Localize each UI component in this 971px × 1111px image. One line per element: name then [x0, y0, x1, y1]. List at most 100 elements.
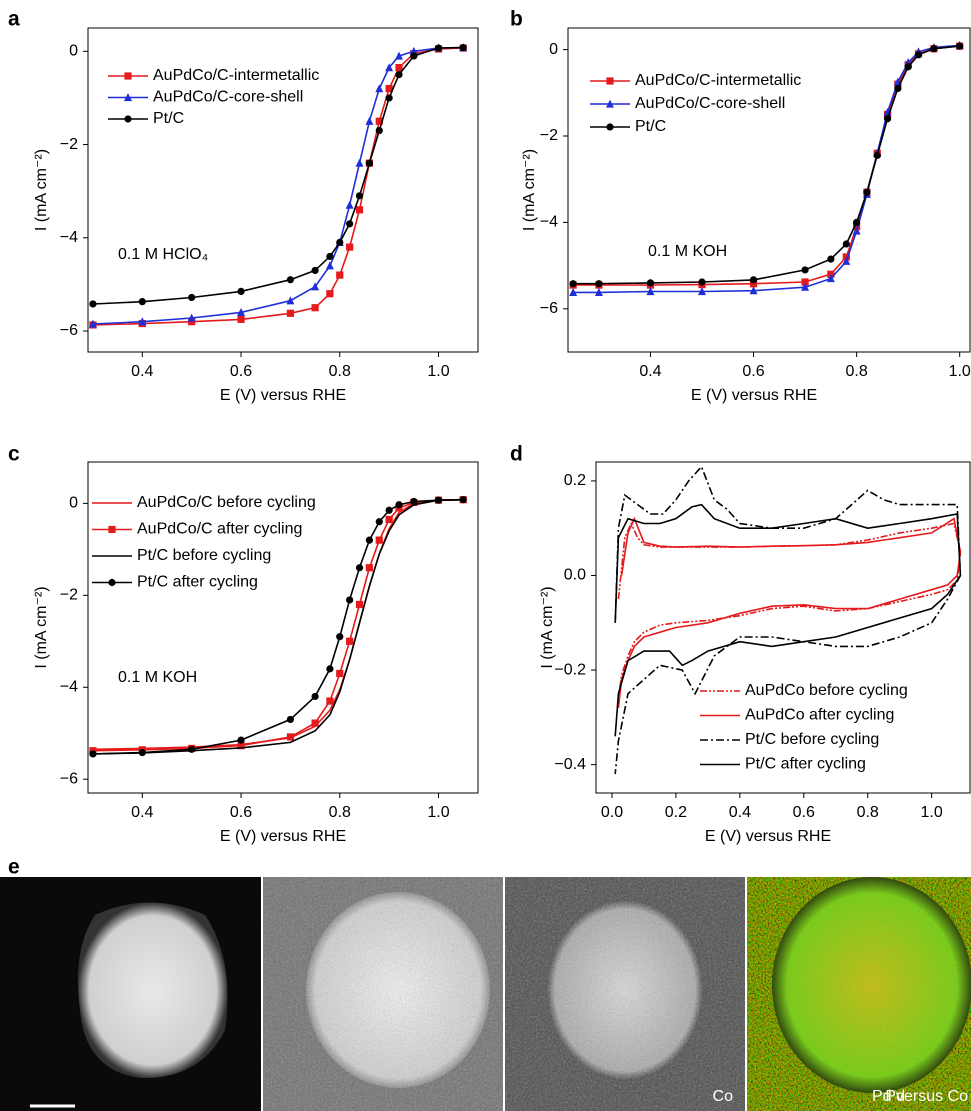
- marker: [395, 51, 404, 60]
- annotation: 0.1 M KOH: [648, 243, 727, 260]
- x-axis-label: E (V) versus RHE: [705, 828, 831, 845]
- panel-letter: e: [8, 856, 20, 879]
- series-line: [92, 46, 464, 305]
- x-axis-label: E (V) versus RHE: [220, 828, 346, 845]
- marker: [904, 63, 912, 71]
- annotation: 0.1 M HClO₄: [118, 246, 208, 263]
- y-tick-label: −0.4: [554, 756, 586, 773]
- y-tick-label: 0: [549, 41, 558, 58]
- marker: [237, 315, 245, 323]
- x-tick-label: 0.2: [665, 804, 687, 821]
- legend-marker: [124, 93, 132, 102]
- marker: [365, 116, 374, 125]
- plot-area: [89, 496, 467, 758]
- annotation: 0.1 M KOH: [118, 669, 197, 686]
- x-tick-label: 0.4: [131, 363, 153, 380]
- x-tick-label: 0.0: [601, 804, 623, 821]
- y-axis-label: I (mA cm⁻²): [33, 586, 50, 668]
- marker: [326, 665, 334, 673]
- marker: [956, 42, 964, 50]
- marker: [385, 94, 393, 102]
- particle: [772, 877, 971, 1093]
- x-tick-label: 0.6: [230, 804, 252, 821]
- marker: [326, 252, 334, 261]
- y-tick-label: 0.0: [564, 567, 586, 584]
- legend-label: AuPdCo after cycling: [745, 707, 894, 724]
- x-tick-label: 0.4: [131, 804, 153, 821]
- marker: [375, 536, 383, 544]
- marker: [326, 290, 334, 298]
- x-axis-label: E (V) versus RHE: [220, 387, 346, 404]
- x-tick-label: 0.8: [329, 804, 351, 821]
- legend-label: Pt/C before cycling: [137, 547, 271, 564]
- marker: [594, 287, 603, 296]
- panel-letter: a: [8, 8, 20, 31]
- legend-marker: [124, 72, 132, 80]
- marker: [355, 192, 364, 200]
- x-tick-label: 0.8: [329, 363, 351, 380]
- legend-label: AuPdCo/C-core-shell: [153, 89, 303, 106]
- y-tick-label: 0.2: [564, 472, 586, 489]
- x-tick-label: 1.0: [921, 804, 943, 821]
- axes-frame: [87, 27, 479, 353]
- legend-marker: [124, 115, 132, 123]
- marker: [749, 280, 758, 288]
- y-tick-label: −2: [60, 136, 78, 153]
- plot-area: [88, 43, 468, 329]
- marker: [365, 159, 373, 167]
- marker: [395, 71, 403, 79]
- marker: [842, 240, 850, 248]
- marker: [410, 497, 418, 506]
- marker: [395, 64, 403, 72]
- x-tick-label: 1.0: [427, 804, 449, 821]
- y-tick-label: −4: [60, 229, 78, 246]
- marker: [138, 298, 146, 306]
- marker: [409, 46, 418, 55]
- x-tick-label: 0.8: [857, 804, 879, 821]
- axes-frame: [595, 461, 971, 794]
- marker: [336, 238, 344, 247]
- marker: [336, 271, 344, 279]
- marker: [346, 243, 354, 251]
- marker: [188, 318, 196, 326]
- marker: [326, 697, 334, 705]
- image-label: Pd versus Co: [872, 1088, 968, 1105]
- marker: [336, 669, 344, 678]
- marker: [188, 745, 196, 753]
- marker: [385, 515, 393, 524]
- marker: [569, 280, 577, 288]
- legend-label: Pt/C after cycling: [137, 574, 258, 591]
- y-tick-label: −6: [60, 770, 78, 787]
- marker: [852, 226, 861, 235]
- marker: [569, 287, 578, 296]
- marker: [237, 287, 245, 295]
- marker: [237, 742, 245, 750]
- chart: d 0.0 0.2 0.4 0.6 0.8 1.0 0.2 0.0 −0.2 −0.4 E (V) v…: [510, 443, 971, 845]
- marker: [286, 733, 295, 741]
- panel-letter: c: [8, 443, 20, 466]
- image-label: Pd: [885, 1088, 905, 1105]
- marker: [375, 117, 383, 125]
- marker: [842, 256, 851, 265]
- marker: [801, 278, 809, 286]
- marker: [188, 293, 196, 302]
- y-tick-label: −4: [540, 214, 558, 231]
- legend-marker: [606, 77, 614, 85]
- plot-area: [614, 465, 962, 775]
- marker: [385, 506, 393, 514]
- noise: [263, 877, 503, 1111]
- marker: [336, 633, 344, 641]
- noise: [505, 877, 745, 1111]
- marker: [646, 279, 655, 287]
- legend-label: Pt/C: [153, 110, 184, 127]
- marker: [883, 115, 892, 123]
- legend-label: Pt/C: [635, 118, 666, 135]
- series-line: [92, 498, 464, 755]
- marker: [826, 274, 835, 283]
- marker: [385, 85, 393, 93]
- y-tick-label: −2: [540, 127, 558, 144]
- marker: [385, 63, 394, 72]
- x-tick-label: 0.6: [742, 363, 764, 380]
- marker: [375, 126, 383, 135]
